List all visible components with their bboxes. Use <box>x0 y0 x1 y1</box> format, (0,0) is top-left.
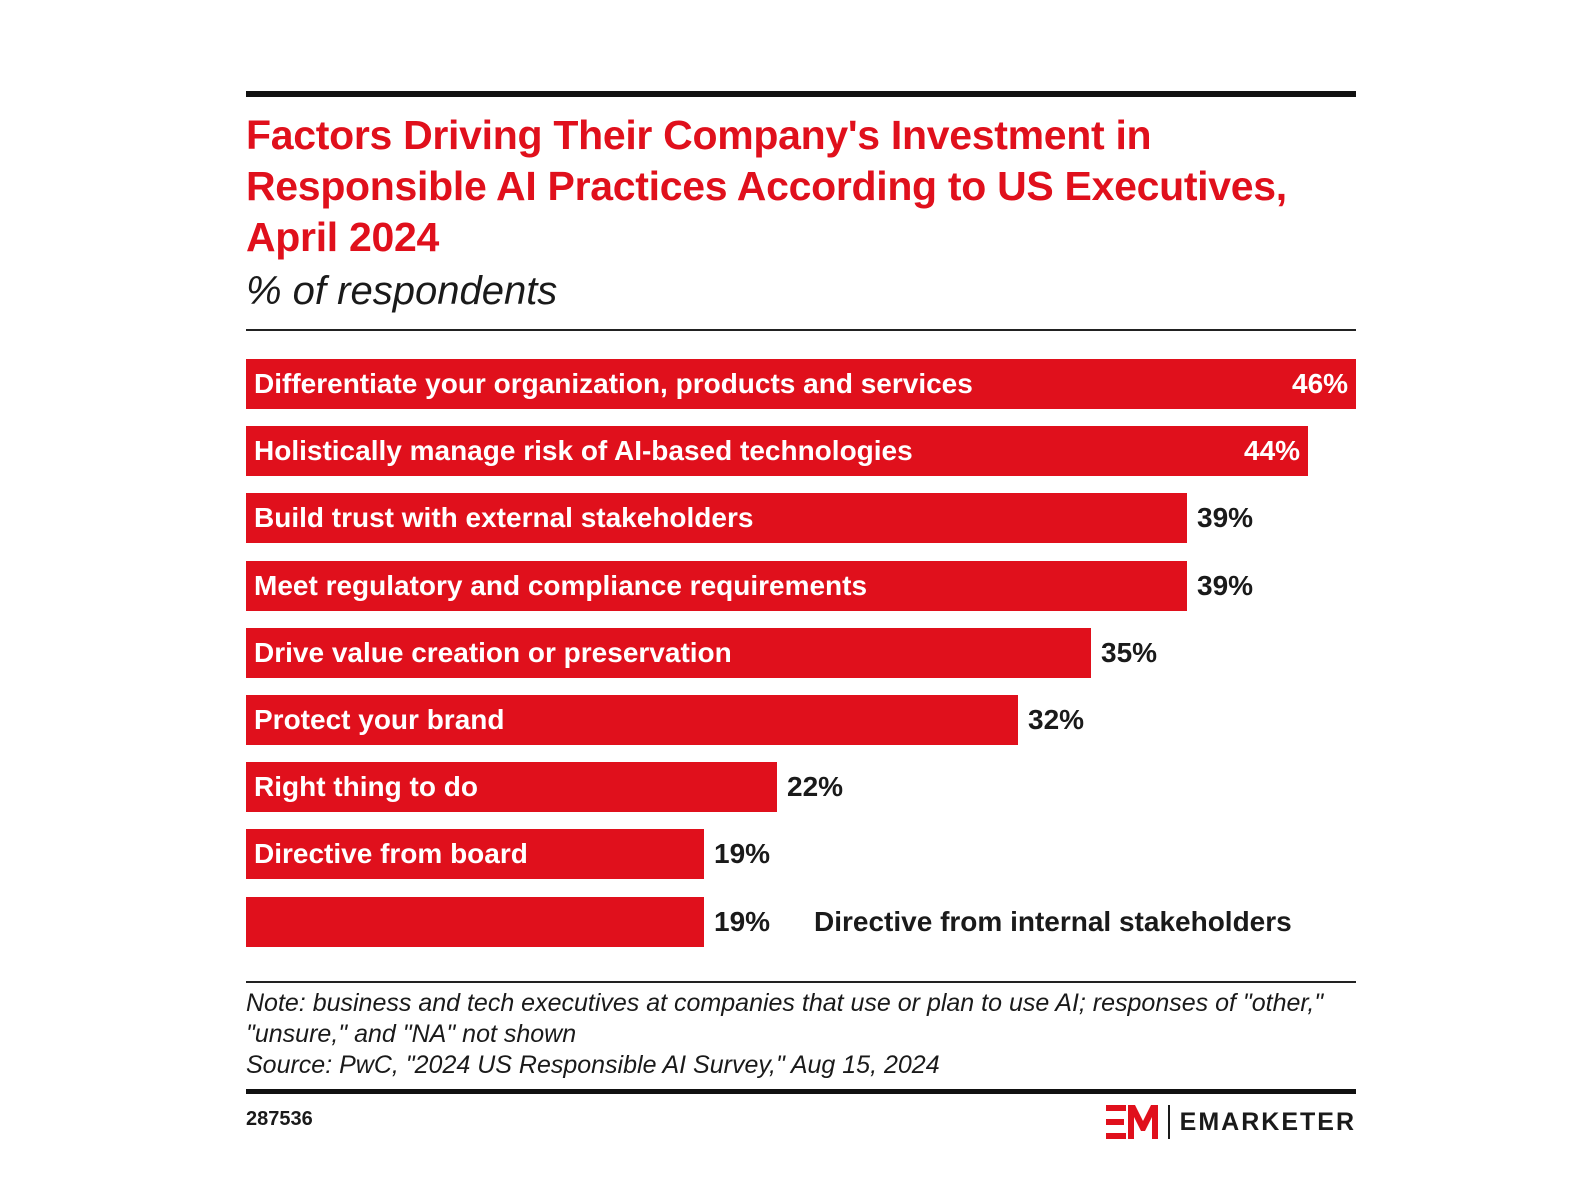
bar-category-label: Directive from board <box>254 838 528 869</box>
bar-value-label: 19% <box>714 838 771 869</box>
chart-container: Factors Driving Their Company's Investme… <box>246 91 1356 971</box>
bar-value-label: 22% <box>787 771 844 802</box>
bar-value-label: 35% <box>1101 637 1158 668</box>
bar <box>246 426 1308 476</box>
brand-separator <box>1167 1105 1170 1139</box>
em-logo-icon <box>1105 1105 1158 1139</box>
brand-block: EMARKETER <box>1105 1102 1356 1142</box>
bar <box>246 628 1091 678</box>
bar-category-label: Right thing to do <box>254 771 478 802</box>
bar-category-label: Directive from internal stakeholders <box>814 906 1292 937</box>
source-text: Source: PwC, "2024 US Responsible AI Sur… <box>246 1051 940 1079</box>
bar-category-label: Drive value creation or preservation <box>254 637 732 668</box>
bar-value-label: 44% <box>1244 435 1301 466</box>
bar <box>246 897 704 947</box>
brand-name: EMARKETER <box>1179 1107 1356 1136</box>
bar-value-label: 32% <box>1028 704 1085 735</box>
chart-subtitle: % of respondents <box>246 269 558 313</box>
bar <box>246 695 1018 745</box>
header-divider <box>246 329 1356 331</box>
bar-value-label: 19% <box>714 906 771 937</box>
bar <box>246 493 1187 543</box>
bar-chart: 46% Differentiate your organization, prod… <box>246 359 1356 971</box>
chart-title: Factors Driving Their Company's Investme… <box>246 112 1287 260</box>
note-divider <box>246 981 1356 983</box>
bar-category-label: Differentiate your organization, product… <box>254 368 973 399</box>
bottom-rule <box>246 1089 1356 1094</box>
bar <box>246 829 704 879</box>
bar-category-label: Protect your brand <box>254 704 505 735</box>
bar-category-label: Build trust with external stakeholders <box>254 502 754 533</box>
bar-value-label: 46% <box>1292 368 1349 399</box>
chart-id: 287536 <box>246 1108 313 1130</box>
bar-category-label: Holistically manage risk of AI-based tec… <box>254 435 913 466</box>
bar <box>246 762 777 812</box>
bar <box>246 561 1187 611</box>
bar <box>246 359 1356 409</box>
note-text: Note: business and tech executives at co… <box>246 989 1324 1048</box>
top-rule <box>246 91 1356 97</box>
bar-value-label: 39% <box>1197 570 1254 601</box>
bar-value-label: 39% <box>1197 502 1254 533</box>
notes-block: Note: business and tech executives at co… <box>246 988 1356 1081</box>
bar-category-label: Meet regulatory and compliance requireme… <box>254 570 868 601</box>
